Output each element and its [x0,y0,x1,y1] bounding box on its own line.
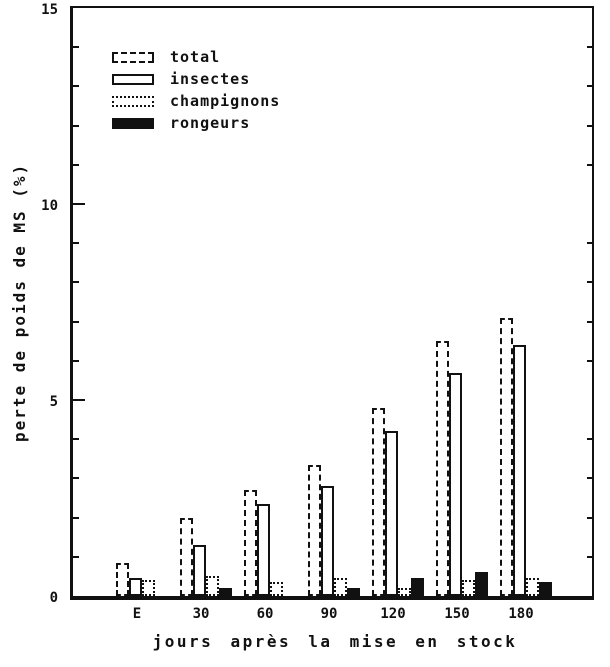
bar-insectes-60 [257,504,270,596]
bar-insectes-150 [449,373,462,596]
legend-item-total: total [112,46,280,68]
bar-champignons-E [142,580,155,596]
bar-total-E [116,563,129,596]
bar-total-30 [180,518,193,596]
y-major-tick [73,203,85,205]
bar-champignons-30 [206,576,219,596]
x-tick-label-60: 60 [256,606,274,622]
y-minor-tick [587,438,592,440]
y-minor-tick [73,556,79,558]
x-tick-label-180: 180 [508,606,534,622]
legend-item-champignons: champignons [112,90,280,112]
bar-total-180 [500,318,513,596]
y-major-tick [73,399,85,401]
y-minor-tick [73,438,79,440]
x-tick-label-90: 90 [320,606,338,622]
x-tick-label-120: 120 [380,606,406,622]
y-minor-tick [587,360,592,362]
y-minor-tick [587,242,592,244]
y-minor-tick [73,517,79,519]
y-minor-tick [587,164,592,166]
y-minor-tick [587,477,592,479]
legend-item-insectes: insectes [112,68,280,90]
bar-insectes-90 [321,486,334,596]
bar-insectes-180 [513,345,526,596]
y-tick-label-5: 5 [49,394,58,410]
y-minor-tick [73,46,79,48]
bar-champignons-180 [526,578,539,596]
y-minor-tick [587,517,592,519]
y-tick-label-10: 10 [41,198,58,214]
y-minor-tick [73,125,79,127]
y-minor-tick [587,556,592,558]
x-tick-label-30: 30 [192,606,210,622]
x-tick-label-E: E [132,606,142,622]
y-minor-tick [587,46,592,48]
y-minor-tick [73,477,79,479]
y-tick-label-15: 15 [41,2,58,18]
bar-rongeurs-30 [219,588,232,596]
legend-label-rongeurs: rongeurs [170,114,251,132]
legend-label-insectes: insectes [170,70,251,88]
legend-label-total: total [170,48,221,66]
bar-champignons-150 [462,580,475,596]
legend-swatch-total-icon [112,51,154,63]
legend-swatch-rongeurs-icon [112,117,154,129]
y-minor-tick [587,281,592,283]
bar-total-60 [244,490,257,596]
y-minor-tick [73,85,79,87]
y-tick-label-0: 0 [49,590,58,606]
bar-insectes-E [129,578,142,596]
y-minor-tick [587,85,592,87]
legend-item-rongeurs: rongeurs [112,112,280,134]
x-tick-label-150: 150 [444,606,470,622]
legend: total insectes champignons rongeurs [112,46,280,134]
bar-total-150 [436,341,449,596]
bar-champignons-120 [398,588,411,596]
bar-total-90 [308,465,321,596]
bar-insectes-30 [193,545,206,596]
bar-rongeurs-150 [475,572,488,596]
y-minor-tick [73,164,79,166]
legend-label-champignons: champignons [170,92,281,110]
x-axis-label: jours après la mise en stock [152,632,518,651]
y-axis-label: perte de poids de MS (%) [10,162,29,442]
y-minor-tick [587,321,592,323]
bar-champignons-90 [334,578,347,596]
y-minor-tick [73,281,79,283]
legend-swatch-champignons-icon [112,95,154,107]
legend-swatch-insectes-icon [112,73,154,85]
bar-rongeurs-90 [347,588,360,596]
bar-total-120 [372,408,385,596]
bar-rongeurs-120 [411,578,424,596]
y-minor-tick [73,321,79,323]
plot-area: total insectes champignons rongeurs [70,6,594,600]
bar-champignons-60 [270,582,283,596]
y-minor-tick [73,360,79,362]
bar-insectes-120 [385,431,398,596]
y-minor-tick [73,242,79,244]
y-minor-tick [587,125,592,127]
bar-rongeurs-180 [539,582,552,596]
